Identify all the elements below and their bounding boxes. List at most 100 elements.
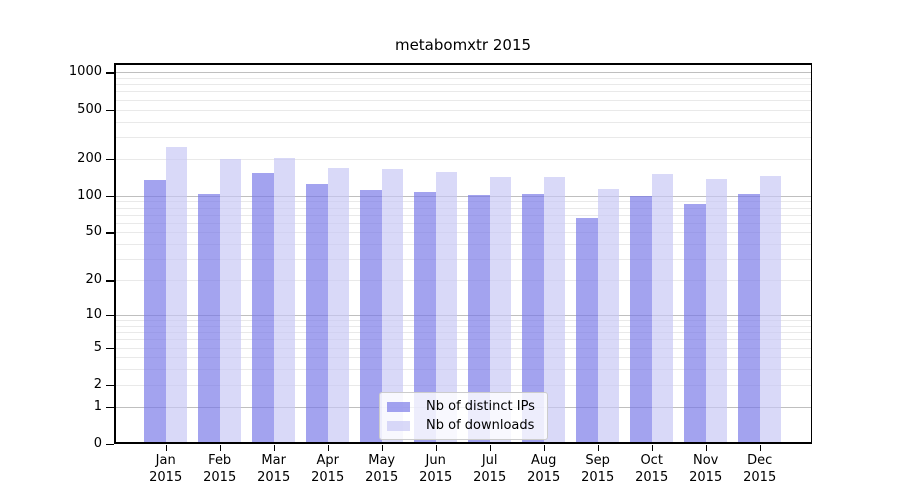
y-tick-20	[106, 280, 114, 282]
x-tick-jul-2015	[489, 445, 492, 451]
x-tick-month: Feb	[208, 453, 232, 468]
bar-nb-of-distinct-ips-may-2015	[360, 189, 382, 444]
y-tick-label-20: 20	[85, 272, 102, 288]
x-tick-label-jul-2015: Jul 2015	[460, 452, 520, 486]
x-tick-sep-2015	[597, 445, 600, 451]
y-tick-500	[106, 109, 114, 111]
y-tick-50	[106, 232, 114, 234]
gridline-minor-700	[114, 91, 812, 93]
axis-spine-right	[810, 63, 812, 444]
x-tick-month: Dec	[747, 453, 773, 468]
legend-label-downloads: Nb of downloads	[426, 418, 535, 433]
x-tick-year: 2015	[257, 470, 291, 485]
gridline-minor-90	[114, 201, 812, 203]
gridline-minor-3	[114, 369, 812, 371]
x-tick-may-2015	[381, 445, 384, 451]
bar-nb-of-downloads-jun-2015	[435, 171, 458, 444]
y-tick-label-100: 100	[77, 187, 102, 203]
bar-nb-of-downloads-may-2015	[381, 168, 404, 444]
x-tick-year: 2015	[419, 470, 453, 485]
gridline-minor-70	[114, 214, 812, 216]
gridline-minor-400	[114, 121, 812, 123]
bar-nb-of-downloads-jul-2015	[489, 176, 512, 444]
gridline-minor-600	[114, 99, 812, 101]
x-tick-feb-2015	[219, 445, 222, 451]
x-tick-month: Sep	[585, 453, 610, 468]
x-tick-jan-2015	[165, 445, 168, 451]
bar-nb-of-distinct-ips-dec-2015	[738, 194, 760, 444]
legend: Nb of distinct IPs Nb of downloads	[379, 392, 548, 440]
y-tick-label-500: 500	[77, 101, 102, 117]
y-tick-label-50: 50	[85, 224, 102, 240]
gridline-major-1000	[114, 72, 812, 74]
x-tick-year: 2015	[473, 470, 507, 485]
bar-nb-of-distinct-ips-feb-2015	[198, 194, 220, 444]
y-tick-label-0: 0	[93, 436, 102, 451]
bar-nb-of-distinct-ips-oct-2015	[630, 196, 652, 444]
x-tick-label-feb-2015: Feb 2015	[190, 452, 250, 486]
gridline-minor-900	[114, 77, 812, 79]
x-tick-month: Aug	[530, 453, 557, 468]
x-tick-label-aug-2015: Aug 2015	[514, 452, 574, 486]
x-tick-label-jun-2015: Jun 2015	[406, 452, 466, 486]
y-tick-label-200: 200	[77, 150, 102, 166]
x-tick-jun-2015	[435, 445, 438, 451]
gridline-major-100	[114, 195, 812, 197]
y-tick-label-1000: 1000	[68, 64, 102, 80]
bar-nb-of-distinct-ips-apr-2015	[306, 183, 328, 444]
legend-item-downloads: Nb of downloads	[387, 418, 539, 433]
y-tick-1000	[106, 72, 114, 74]
bar-nb-of-downloads-sep-2015	[597, 189, 620, 444]
gridline-minor-2	[114, 384, 812, 386]
y-tick-200	[106, 158, 114, 160]
x-tick-year: 2015	[203, 470, 237, 485]
bar-nb-of-distinct-ips-nov-2015	[684, 204, 706, 444]
gridline-minor-20	[114, 280, 812, 282]
bar-nb-of-downloads-oct-2015	[651, 174, 674, 444]
x-tick-month: May	[368, 453, 396, 468]
x-tick-month: Oct	[640, 453, 663, 468]
x-tick-year: 2015	[149, 470, 183, 485]
x-tick-month: Jan	[155, 453, 176, 468]
gridline-minor-30	[114, 259, 812, 261]
bar-nb-of-downloads-jan-2015	[165, 146, 188, 444]
chart-title: metabomxtr 2015	[394, 36, 532, 54]
x-tick-label-apr-2015: Apr 2015	[298, 452, 358, 486]
y-tick-10	[106, 315, 114, 317]
bar-nb-of-distinct-ips-aug-2015	[522, 194, 544, 444]
x-tick-apr-2015	[327, 445, 330, 451]
bar-nb-of-distinct-ips-mar-2015	[252, 173, 274, 444]
gridline-minor-6	[114, 339, 812, 341]
x-tick-aug-2015	[543, 445, 546, 451]
gridline-minor-80	[114, 207, 812, 209]
x-tick-dec-2015	[759, 445, 762, 451]
legend-label-distinct-ips: Nb of distinct IPs	[426, 399, 535, 414]
y-tick-1	[106, 406, 114, 409]
x-tick-month: Jul	[481, 453, 498, 468]
bar-nb-of-distinct-ips-sep-2015	[576, 217, 598, 444]
x-tick-label-dec-2015: Dec 2015	[730, 452, 790, 486]
y-tick-0	[106, 444, 114, 446]
x-tick-month: Mar	[261, 453, 286, 468]
gridline-minor-8	[114, 325, 812, 327]
plot-area: Nb of distinct IPs Nb of downloads	[114, 63, 812, 444]
x-tick-month: Jun	[425, 453, 446, 468]
gridline-minor-9	[114, 320, 812, 322]
axis-spine-left	[114, 63, 116, 444]
x-tick-month: Apr	[316, 453, 339, 468]
x-tick-label-nov-2015: Nov 2015	[676, 452, 736, 486]
gridline-minor-200	[114, 158, 812, 160]
y-tick-100	[106, 195, 114, 198]
x-tick-year: 2015	[581, 470, 615, 485]
x-tick-label-may-2015: May 2015	[352, 452, 412, 486]
y-tick-5	[106, 347, 114, 349]
x-tick-year: 2015	[635, 470, 669, 485]
gridline-major-10	[114, 315, 812, 317]
x-tick-label-mar-2015: Mar 2015	[244, 452, 304, 486]
axis-spine-bottom	[114, 442, 812, 444]
y-tick-label-10: 10	[85, 307, 102, 322]
x-tick-year: 2015	[311, 470, 345, 485]
bar-nb-of-distinct-ips-jun-2015	[414, 191, 436, 444]
axis-spine-top	[114, 63, 812, 65]
